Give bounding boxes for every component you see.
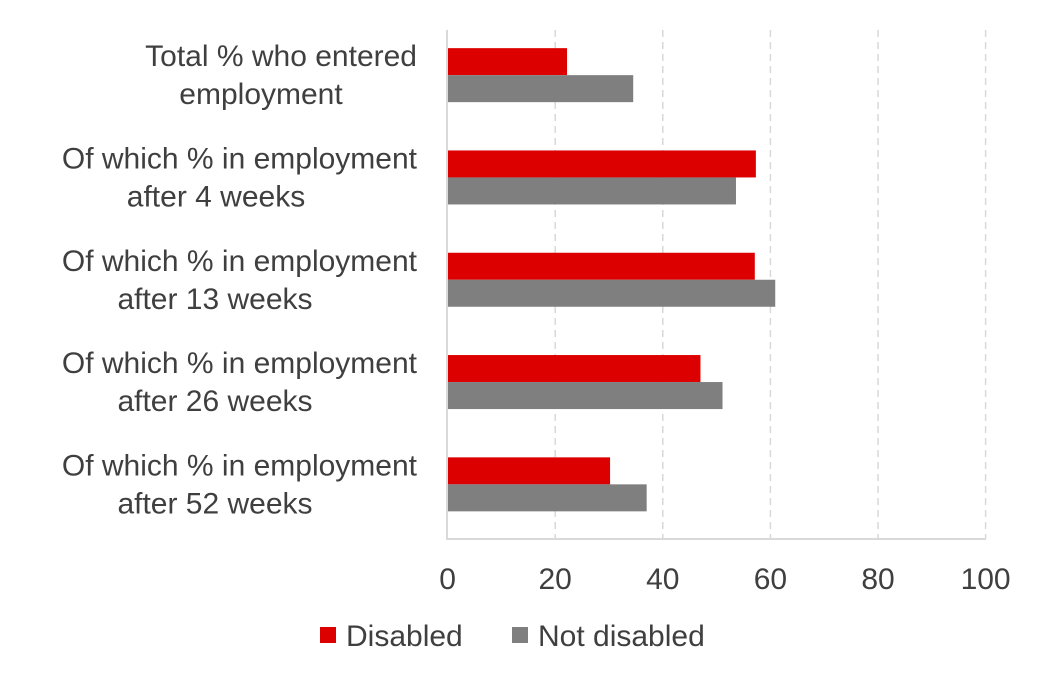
category-label-line: Of which % in employment — [62, 347, 418, 380]
bar-not-disabled — [447, 177, 736, 205]
category-label: Of which % in employment after 52 weeks — [62, 449, 418, 520]
category-label: Of which % in employment after 26 weeks — [62, 347, 418, 418]
bar-not-disabled — [447, 75, 634, 103]
bar-disabled — [447, 457, 611, 485]
legend-label: Not disabled — [538, 620, 705, 653]
category-label-line: after 4 weeks — [127, 180, 305, 213]
category-label-line: Of which % in employment — [62, 449, 418, 482]
bar-not-disabled — [447, 484, 647, 512]
category-label-line: after 13 weeks — [117, 283, 312, 316]
x-tick-label: 40 — [646, 563, 679, 596]
category-label-line: after 52 weeks — [117, 487, 312, 520]
legend-label: Disabled — [346, 620, 463, 653]
category-label: Total % who entered employment — [145, 40, 417, 111]
legend-swatch — [512, 627, 528, 643]
x-tick-label: 80 — [861, 563, 894, 596]
legend-swatch — [320, 627, 336, 643]
category-label-line: Total % who entered — [145, 40, 417, 73]
category-labels: Total % who entered employment Of which % … — [62, 40, 418, 520]
bar-disabled — [447, 48, 568, 76]
x-tick-label: 20 — [539, 563, 572, 596]
bar-not-disabled — [447, 279, 776, 307]
x-tick-labels: 0 20 40 60 80 100 — [439, 563, 1010, 596]
bar-disabled — [447, 355, 701, 383]
bar-disabled — [447, 150, 756, 178]
bar-disabled — [447, 252, 755, 280]
bars — [447, 48, 776, 512]
x-tick-label: 60 — [754, 563, 787, 596]
bar-not-disabled — [447, 382, 723, 410]
x-tick-label: 0 — [439, 563, 456, 596]
category-label-line: employment — [179, 78, 343, 111]
x-tick-label: 100 — [961, 563, 1011, 596]
category-label: Of which % in employment after 13 weeks — [62, 245, 418, 316]
legend: Disabled Not disabled — [320, 620, 705, 653]
category-label-line: Of which % in employment — [62, 245, 418, 278]
category-label-line: after 26 weeks — [117, 385, 312, 418]
category-label: Of which % in employment after 4 weeks — [62, 142, 418, 213]
category-label-line: Of which % in employment — [62, 142, 418, 175]
